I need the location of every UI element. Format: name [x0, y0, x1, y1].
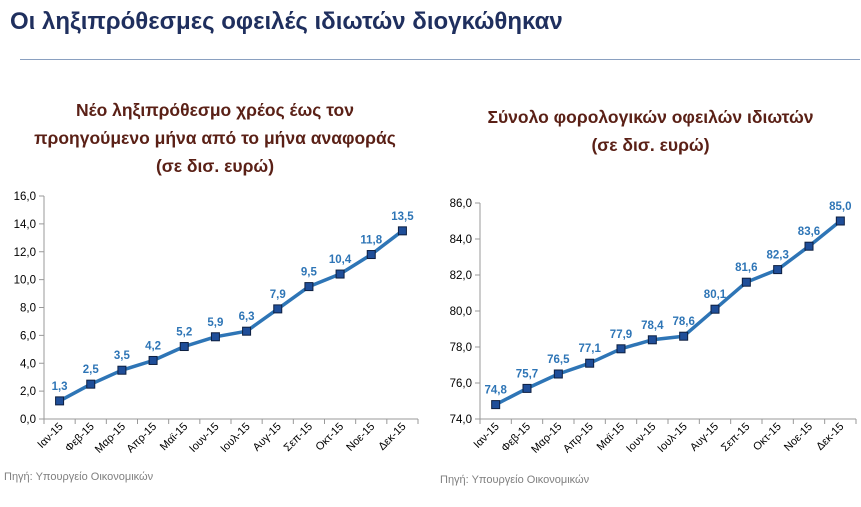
x-tick-label: Νοε-15 [782, 421, 815, 454]
y-tick-label: 74,0 [450, 414, 472, 426]
data-label: 11,8 [360, 235, 382, 247]
data-label: 9,5 [301, 267, 318, 279]
data-label: 78,6 [672, 316, 694, 328]
title-divider [20, 59, 860, 60]
data-label: 77,9 [610, 329, 632, 341]
data-point-marker [273, 304, 283, 314]
y-tick-label: 10,0 [14, 275, 36, 287]
data-point-marker [117, 365, 127, 375]
y-tick-label: 76,0 [450, 378, 472, 390]
y-tick-label: 12,0 [14, 247, 36, 259]
x-tick-label: Αυγ-15 [688, 421, 721, 454]
y-tick-label: 80,0 [450, 306, 472, 318]
data-point-marker [491, 400, 501, 410]
y-tick-label: 0,0 [20, 414, 36, 426]
y-tick-label: 16,0 [14, 191, 36, 203]
data-point-marker [647, 335, 657, 345]
left-chart-title-line-1: Νέο ληξιπρόθεσμο χρέος έως τον [76, 100, 354, 120]
data-point-marker [148, 355, 158, 365]
data-label: 80,1 [704, 289, 727, 301]
data-point-marker [553, 369, 563, 379]
data-label: 1,3 [52, 381, 68, 393]
data-label: 83,6 [798, 226, 820, 238]
y-tick-label: 6,0 [20, 330, 36, 342]
x-tick-label: Φεβ-15 [499, 421, 533, 455]
right-chart-title-line-2: (σε δισ. ευρώ) [591, 135, 710, 155]
data-label: 81,6 [735, 262, 757, 274]
x-tick-label: Ιουλ-15 [655, 421, 689, 455]
y-tick-label: 8,0 [20, 303, 36, 315]
data-label: 6,3 [239, 311, 255, 323]
y-tick-label: 14,0 [14, 219, 36, 231]
x-tick-label: Μαρ-15 [529, 421, 564, 456]
data-point-marker [397, 226, 407, 236]
x-tick-label: Οκτ-15 [751, 421, 784, 454]
left-chart-source: Πηγή: Υπουργείο Οικονομικών [4, 471, 154, 483]
data-label: 85,0 [829, 201, 851, 213]
series-line [494, 219, 842, 407]
data-point-marker [522, 383, 532, 393]
right-chart-title-line-1: Σύνολο φορολογικών οφειλών ιδιωτών [487, 107, 814, 127]
data-point-marker [773, 265, 783, 275]
data-point-marker [710, 304, 720, 314]
data-label: 82,3 [766, 250, 788, 262]
data-point-marker [179, 342, 189, 352]
data-label: 10,4 [329, 254, 352, 266]
y-tick-label: 4,0 [20, 358, 36, 370]
y-tick-label: 84,0 [450, 234, 472, 246]
data-label: 74,8 [484, 385, 507, 397]
series-line [58, 229, 404, 403]
data-label: 5,9 [207, 317, 223, 329]
y-tick-label: 2,0 [20, 386, 36, 398]
data-label: 78,4 [641, 320, 664, 332]
data-label: 5,2 [176, 327, 192, 339]
data-point-marker [585, 358, 595, 368]
data-point-marker [335, 269, 345, 279]
data-point-marker [304, 282, 314, 292]
x-tick-label: Ιαν-15 [472, 421, 502, 451]
y-tick-label: 78,0 [450, 342, 472, 354]
data-label: 4,2 [145, 340, 161, 352]
right-chart-title: Σύνολο φορολογικών οφειλών ιδιωτών (σε δ… [440, 103, 861, 159]
right-chart-source: Πηγή: Υπουργείο Οικονομικών [440, 474, 590, 486]
data-label: 76,5 [547, 354, 570, 366]
x-tick-label: Σεπ-15 [719, 421, 752, 454]
data-label: 3,5 [114, 350, 131, 362]
x-tick-label: Απρ-15 [561, 421, 596, 456]
data-point-marker [86, 379, 96, 389]
data-point-marker [616, 344, 626, 354]
x-tick-label: Μαϊ-15 [595, 421, 627, 453]
x-tick-label: Ιουν-15 [624, 421, 658, 455]
data-point-marker [366, 250, 376, 260]
data-point-marker [210, 332, 220, 342]
data-point-marker [679, 331, 689, 341]
left-chart-title: Νέο ληξιπρόθεσμο χρέος έως τον προηγούμε… [0, 96, 430, 180]
data-label: 13,5 [391, 211, 414, 223]
data-point-marker [741, 277, 751, 287]
x-tick-label: Δεκ-15 [814, 421, 846, 453]
data-point-marker [804, 241, 814, 251]
data-label: 2,5 [83, 364, 100, 376]
y-tick-label: 86,0 [450, 198, 472, 210]
data-label: 77,1 [578, 343, 601, 355]
data-point-marker [835, 216, 845, 226]
data-point-marker [242, 326, 252, 336]
left-chart-title-line-2: προηγούμενο μήνα από το μήνα αναφοράς [34, 128, 396, 148]
slide-title: Οι ληξιπρόθεσμες οφειλές ιδιωτών διογκώθ… [10, 8, 563, 35]
data-label: 7,9 [270, 289, 286, 301]
left-chart-title-line-3: (σε δισ. ευρώ) [155, 156, 275, 176]
y-tick-label: 82,0 [450, 270, 472, 282]
data-label: 75,7 [516, 368, 538, 380]
data-point-marker [55, 396, 65, 406]
